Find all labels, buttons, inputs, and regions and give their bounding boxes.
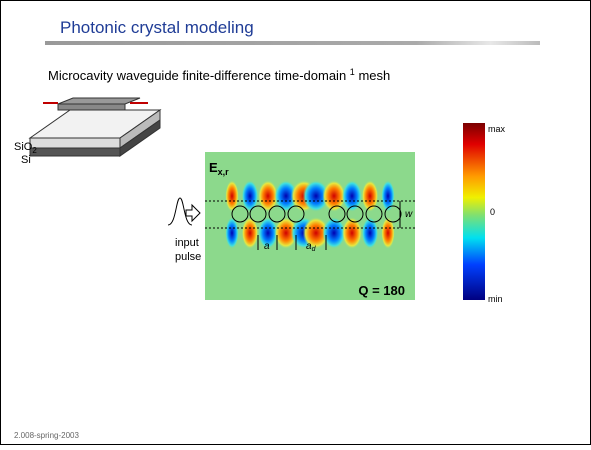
colorbar-zero: 0 xyxy=(490,207,495,217)
pulse-label: pulse xyxy=(175,251,201,263)
field-map: Ex,r Q = 180 a ad w xyxy=(205,152,415,300)
slide: Photonic crystal modeling Microcavity wa… xyxy=(0,0,591,445)
input-label: input xyxy=(175,237,199,249)
si-label: Si xyxy=(21,154,31,166)
footer: 2.008-spring-2003 xyxy=(14,431,79,440)
slide-title: Photonic crystal modeling xyxy=(60,18,254,37)
subtitle: Microcavity waveguide finite-difference … xyxy=(48,67,390,83)
title-rule xyxy=(45,41,540,45)
colorbar-min: min xyxy=(488,294,503,304)
width-label: w xyxy=(405,209,413,220)
colorbar-max: max xyxy=(488,124,506,134)
q-factor: Q = 180 xyxy=(358,283,405,298)
lattice-label: a xyxy=(264,241,270,252)
